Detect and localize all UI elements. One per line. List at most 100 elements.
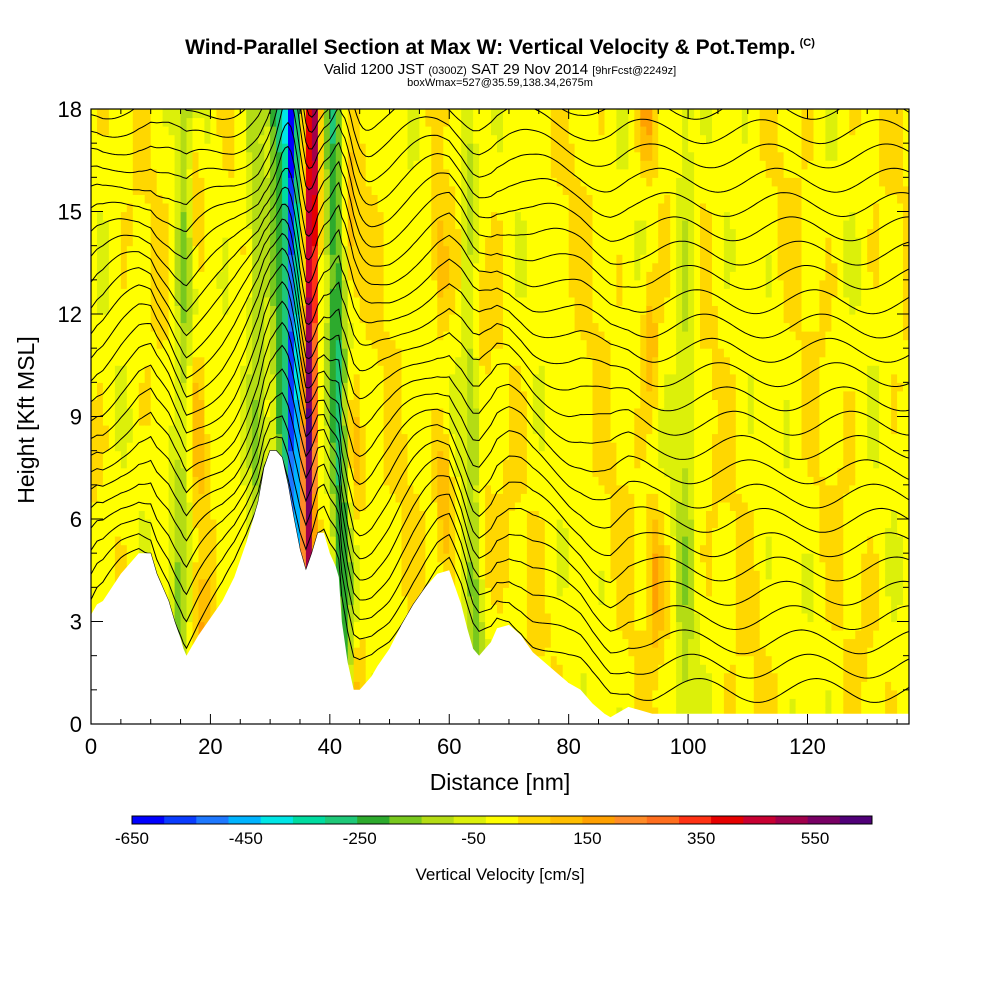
field-cell <box>503 587 510 597</box>
field-cell <box>467 194 474 204</box>
field-cell <box>120 194 128 204</box>
field-cell <box>174 399 182 409</box>
field-cell <box>323 322 331 332</box>
field-cell <box>347 288 355 298</box>
field-cell <box>371 228 379 238</box>
field-cell <box>353 527 361 537</box>
field-cell <box>401 450 409 460</box>
field-cell <box>210 604 217 614</box>
field-cell <box>120 237 128 247</box>
field-cell <box>97 595 104 605</box>
field-cell <box>114 117 122 127</box>
field-cell <box>91 339 98 349</box>
field-cell <box>371 493 379 503</box>
field-cell <box>419 211 426 221</box>
field-cell <box>300 177 307 187</box>
field-cell <box>395 467 403 477</box>
field-cell <box>497 399 504 409</box>
field-cell <box>479 134 486 144</box>
field-cell <box>473 254 480 264</box>
field-cell <box>461 237 468 247</box>
field-cell <box>305 408 313 418</box>
field-cell <box>407 476 415 486</box>
field-cell <box>317 467 325 477</box>
field-cell <box>491 587 498 597</box>
field-cell <box>138 296 146 306</box>
field-cell <box>305 459 313 469</box>
field-cell <box>347 587 355 597</box>
field-cell <box>150 501 158 511</box>
field-cell <box>389 194 397 204</box>
field-cell <box>407 493 415 503</box>
field-cell <box>479 544 486 554</box>
field-cell <box>401 126 409 136</box>
field-cell <box>467 587 474 597</box>
field-cell <box>240 151 247 161</box>
field-cell <box>216 211 223 221</box>
field-cell <box>234 220 241 230</box>
field-cell <box>359 203 367 213</box>
field-cell <box>395 390 403 400</box>
field-cell <box>461 296 468 306</box>
field-cell <box>180 177 188 187</box>
field-cell <box>491 339 498 349</box>
field-cell <box>120 314 128 324</box>
field-cell <box>252 476 259 486</box>
field-cell <box>425 536 432 546</box>
field-cell <box>174 467 182 477</box>
field-cell <box>282 314 289 324</box>
field-cell <box>455 151 462 161</box>
field-cell <box>449 356 456 366</box>
field-cell <box>395 544 403 554</box>
field-cell <box>126 305 134 315</box>
field-cell <box>210 536 217 546</box>
field-cell <box>335 450 343 460</box>
field-cell <box>222 254 229 264</box>
field-cell <box>413 510 420 520</box>
field-cell <box>413 356 420 366</box>
field-cell <box>102 228 110 238</box>
field-cell <box>401 254 409 264</box>
field-cell <box>276 356 283 366</box>
field-cell <box>300 288 307 298</box>
field-cell <box>276 279 283 289</box>
field-cell <box>461 322 468 332</box>
field-cell <box>120 322 128 332</box>
field-cell <box>449 160 456 170</box>
field-cell <box>144 484 152 494</box>
field-cell <box>198 442 206 452</box>
field-cell <box>455 305 462 315</box>
field-cell <box>377 655 385 665</box>
field-cell <box>467 621 474 631</box>
field-cell <box>186 613 194 623</box>
field-cell <box>97 305 104 315</box>
field-cell <box>234 262 241 272</box>
field-cell <box>431 510 438 520</box>
field-cell <box>222 561 229 571</box>
field-cell <box>359 630 367 640</box>
field-cell <box>371 245 379 255</box>
field-cell <box>252 339 259 349</box>
field-cell <box>377 228 385 238</box>
field-cell <box>359 604 367 614</box>
field-cell <box>294 476 301 486</box>
field-cell <box>216 425 223 435</box>
field-cell <box>162 544 170 554</box>
field-cell <box>216 382 223 392</box>
field-cell <box>114 467 122 477</box>
field-cell <box>156 331 164 341</box>
field-cell <box>102 399 110 409</box>
field-cell <box>365 373 373 383</box>
field-cell <box>491 433 498 443</box>
field-cell <box>365 527 373 537</box>
field-cell <box>222 143 229 153</box>
field-cell <box>288 220 295 230</box>
field-cell <box>359 314 367 324</box>
field-cell <box>108 561 116 571</box>
field-cell <box>264 288 271 298</box>
field-cell <box>383 399 391 409</box>
field-cell <box>377 476 385 486</box>
field-cell <box>126 442 134 452</box>
field-cell <box>138 220 146 230</box>
field-cell <box>359 647 367 657</box>
